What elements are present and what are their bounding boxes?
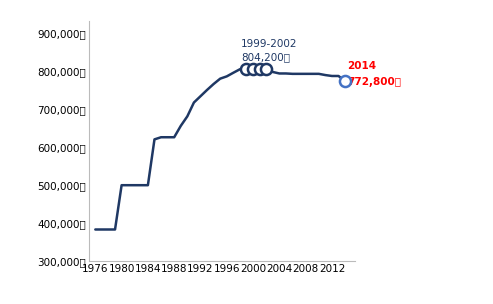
Text: 772,800円: 772,800円 bbox=[347, 77, 401, 87]
Text: 804,200円: 804,200円 bbox=[241, 52, 290, 62]
Text: 2014: 2014 bbox=[347, 60, 376, 71]
Text: 1999-2002: 1999-2002 bbox=[241, 40, 298, 50]
